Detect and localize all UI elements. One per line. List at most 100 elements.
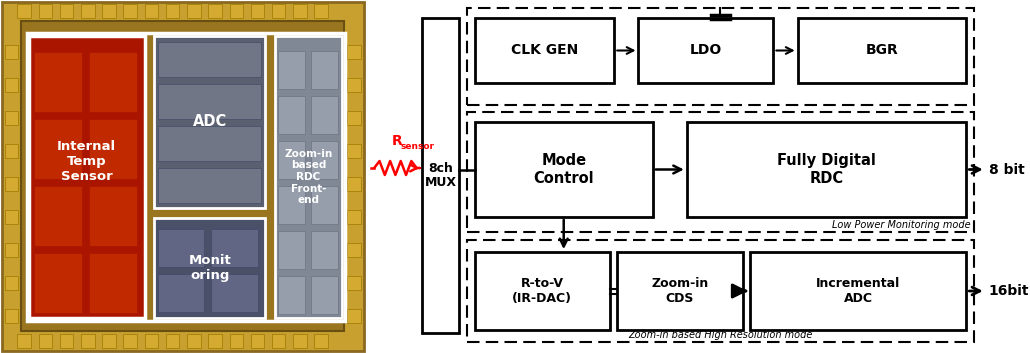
Bar [89, 253, 137, 313]
Bar [89, 119, 137, 179]
Bar [159, 229, 205, 267]
Text: 16bit: 16bit [989, 284, 1029, 298]
Bar [272, 4, 285, 18]
Bar [211, 274, 258, 312]
Bar [5, 144, 19, 158]
Bar [467, 8, 974, 105]
Bar [34, 253, 82, 313]
Bar [639, 18, 774, 83]
Bar [102, 4, 115, 18]
Bar [2, 2, 364, 351]
Bar [347, 309, 360, 323]
Text: CLK GEN: CLK GEN [511, 43, 578, 58]
Bar [60, 334, 73, 348]
Bar [211, 229, 258, 267]
Bar [81, 4, 95, 18]
Bar [208, 4, 221, 18]
Bar [347, 45, 360, 59]
Bar [617, 252, 743, 330]
Bar [89, 52, 137, 112]
Bar [144, 4, 159, 18]
Bar [187, 334, 201, 348]
Bar [311, 51, 338, 89]
Bar [159, 126, 262, 161]
Bar [144, 334, 159, 348]
Bar [475, 18, 614, 83]
Bar [124, 334, 137, 348]
Bar [208, 334, 221, 348]
Text: Monit
oring: Monit oring [188, 254, 231, 282]
Bar [154, 218, 265, 318]
Bar [159, 274, 205, 312]
Bar [5, 210, 19, 224]
Bar [347, 111, 360, 125]
Bar [278, 96, 305, 134]
Bar [797, 18, 966, 83]
Bar [5, 309, 19, 323]
Bar [166, 334, 179, 348]
Bar [475, 252, 610, 330]
Bar [311, 276, 338, 314]
Bar [230, 4, 243, 18]
Text: sensor: sensor [401, 142, 435, 151]
Bar [250, 334, 265, 348]
Text: Internal
Temp
Sensor: Internal Temp Sensor [58, 140, 116, 184]
Bar [34, 186, 82, 246]
Bar [278, 141, 305, 179]
Bar [422, 18, 459, 333]
Bar [159, 168, 262, 203]
Bar [34, 119, 82, 179]
Bar [18, 334, 31, 348]
Bar [347, 276, 360, 290]
Text: Mode
Control: Mode Control [534, 153, 594, 186]
Bar [278, 186, 305, 224]
Bar [467, 112, 974, 232]
Bar [27, 33, 345, 321]
Text: 8ch
MUX: 8ch MUX [424, 162, 456, 190]
Bar [230, 334, 243, 348]
Bar [124, 4, 137, 18]
Bar [347, 144, 360, 158]
Bar [275, 36, 342, 318]
Text: Zoom-in
CDS: Zoom-in CDS [651, 277, 709, 305]
Text: R-to-V
(IR-DAC): R-to-V (IR-DAC) [512, 277, 572, 305]
Text: Zoom-in
based
RDC
Front-
end: Zoom-in based RDC Front- end [284, 149, 333, 205]
Text: Fully Digital
RDC: Fully Digital RDC [777, 153, 876, 186]
Bar [29, 36, 144, 318]
Bar [250, 4, 265, 18]
Bar [18, 4, 31, 18]
Bar [311, 231, 338, 269]
Bar [5, 45, 19, 59]
Bar [166, 4, 179, 18]
Bar [311, 96, 338, 134]
Bar [154, 36, 265, 208]
Text: $\mathbf{R}$: $\mathbf{R}$ [390, 134, 403, 148]
Bar [687, 122, 966, 217]
Text: Incremental
ADC: Incremental ADC [816, 277, 900, 305]
Text: Zoom-in based High Resolution mode: Zoom-in based High Resolution mode [628, 330, 813, 340]
Bar [159, 84, 262, 119]
Bar [5, 177, 19, 191]
Bar [311, 186, 338, 224]
Bar [294, 4, 307, 18]
Bar [89, 186, 137, 246]
Bar [5, 243, 19, 257]
Bar [347, 243, 360, 257]
Bar [475, 122, 653, 217]
Bar [102, 334, 115, 348]
Bar [314, 334, 328, 348]
Bar [38, 4, 53, 18]
Bar [22, 21, 344, 331]
Text: ADC: ADC [193, 114, 227, 130]
Bar [38, 334, 53, 348]
Bar [5, 78, 19, 92]
Bar [347, 177, 360, 191]
Bar [34, 52, 82, 112]
Bar [311, 141, 338, 179]
Bar [159, 42, 262, 77]
Bar [278, 276, 305, 314]
Bar [187, 4, 201, 18]
Bar [5, 276, 19, 290]
Bar [294, 334, 307, 348]
Text: LDO: LDO [690, 43, 722, 58]
